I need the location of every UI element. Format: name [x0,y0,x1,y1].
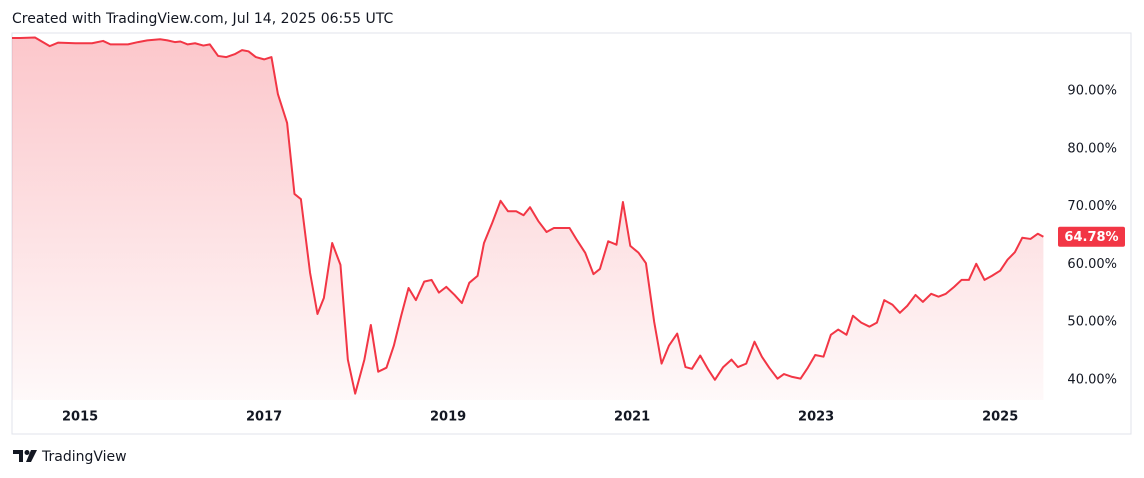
x-tick-label: 2017 [246,410,282,425]
y-tick-label: 90.00% [1067,84,1117,99]
header: Created with TradingView.com, Jul 14, 20… [12,11,393,27]
last-value-label: 64.78% [1064,230,1118,245]
last-value-badge [1058,226,1125,247]
x-tick-label: 2025 [982,410,1018,425]
y-tick-label: 40.00% [1067,372,1117,387]
y-tick-label: 50.00% [1067,315,1117,330]
y-tick-label: 70.00% [1067,199,1117,214]
line [12,36,1044,395]
footer-brand: TradingView [41,449,127,465]
y-tick-label: 60.00% [1067,257,1117,272]
x-tick-label: 2015 [62,410,98,425]
y-tick-label: 80.00% [1067,141,1117,156]
tradingview-logo [13,450,37,462]
area-fill [12,37,1044,401]
x-tick-label: 2023 [798,410,834,425]
x-tick-label: 2021 [614,410,650,425]
x-tick-label: 2019 [430,410,466,425]
